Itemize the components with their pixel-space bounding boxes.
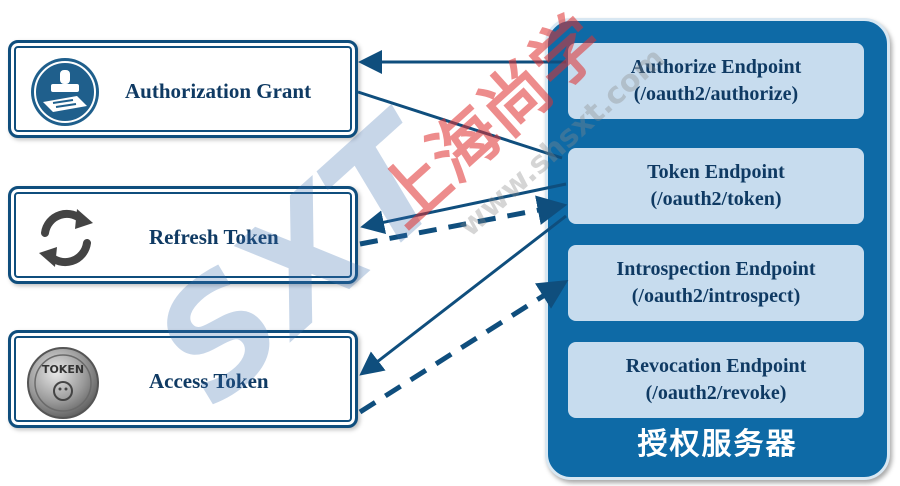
authorize-endpoint-path: (/oauth2/authorize) — [633, 83, 799, 105]
arrow-grant-to-token — [357, 90, 563, 160]
arrow-token-to-access — [359, 214, 567, 376]
arrow-token-to-refresh — [360, 182, 567, 235]
refresh-token-label: Refresh Token — [149, 225, 279, 249]
refresh-token-box: Refresh Token — [8, 186, 358, 284]
arrow-refresh-to-token-dashed — [359, 195, 568, 247]
authorization-grant-label: Authorization Grant — [125, 79, 312, 103]
introspection-endpoint-name: Introspection Endpoint — [616, 258, 816, 280]
access-token-box: TOKEN Access Token — [8, 330, 358, 428]
arrow-access-to-introspect-dashed — [358, 279, 569, 415]
token-endpoint-name: Token Endpoint — [647, 161, 785, 183]
token-endpoint: Token Endpoint (/oauth2/token) — [568, 148, 864, 224]
introspection-endpoint: Introspection Endpoint (/oauth2/introspe… — [568, 245, 864, 321]
revocation-endpoint-path: (/oauth2/revoke) — [645, 382, 787, 404]
stamp-icon — [29, 56, 101, 133]
authorize-endpoint-name: Authorize Endpoint — [630, 56, 802, 78]
authorize-endpoint: Authorize Endpoint (/oauth2/authorize) — [568, 43, 864, 119]
token-endpoint-path: (/oauth2/token) — [650, 188, 782, 210]
revocation-endpoint: Revocation Endpoint (/oauth2/revoke) — [568, 342, 864, 418]
refresh-icon — [31, 203, 101, 278]
introspection-endpoint-path: (/oauth2/introspect) — [631, 285, 801, 307]
coin-text: TOKEN — [42, 363, 84, 376]
authorization-grant-box: Authorization Grant — [8, 40, 358, 138]
access-token-label: Access Token — [149, 369, 269, 393]
token-coin-icon: TOKEN — [25, 345, 101, 426]
authorization-server-panel: Authorize Endpoint (/oauth2/authorize) T… — [545, 18, 890, 480]
revocation-endpoint-name: Revocation Endpoint — [625, 355, 807, 377]
server-title: 授权服务器 — [637, 427, 798, 462]
